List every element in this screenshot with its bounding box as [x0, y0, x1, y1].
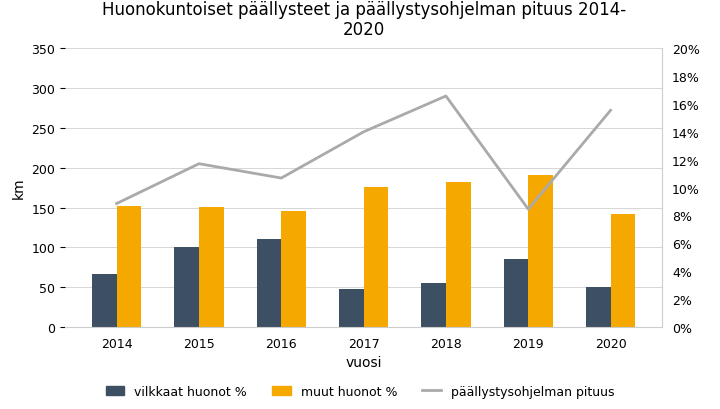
X-axis label: vuosi: vuosi	[346, 355, 382, 369]
Bar	[256, 240, 282, 327]
Bar	[92, 274, 117, 327]
Title: Huonokuntoiset päällysteet ja päällystysohjelman pituus 2014-
2020: Huonokuntoiset päällysteet ja päällystys…	[102, 0, 626, 39]
päällystysohjelman pituus	[524, 207, 533, 212]
Bar	[586, 288, 611, 327]
päällystysohjelman pituus	[359, 130, 368, 135]
Bar	[611, 214, 635, 327]
Bar	[117, 207, 141, 327]
Bar	[421, 283, 446, 327]
Bar	[446, 182, 471, 327]
Bar	[339, 289, 364, 327]
Bar	[174, 247, 199, 327]
Bar	[282, 211, 306, 327]
Bar	[364, 187, 388, 327]
Y-axis label: km: km	[12, 178, 26, 199]
Bar	[199, 207, 224, 327]
Legend: vilkkaat huonot %, muut huonot %, päällystysohjelman pituus: vilkkaat huonot %, muut huonot %, päälly…	[101, 380, 619, 403]
päällystysohjelman pituus	[194, 162, 203, 167]
päällystysohjelman pituus	[441, 94, 450, 99]
päällystysohjelman pituus	[606, 109, 615, 114]
päällystysohjelman pituus	[112, 202, 121, 207]
päällystysohjelman pituus	[277, 176, 286, 181]
Bar	[503, 260, 528, 327]
Line: päällystysohjelman pituus: päällystysohjelman pituus	[117, 97, 611, 209]
Bar	[528, 175, 553, 327]
